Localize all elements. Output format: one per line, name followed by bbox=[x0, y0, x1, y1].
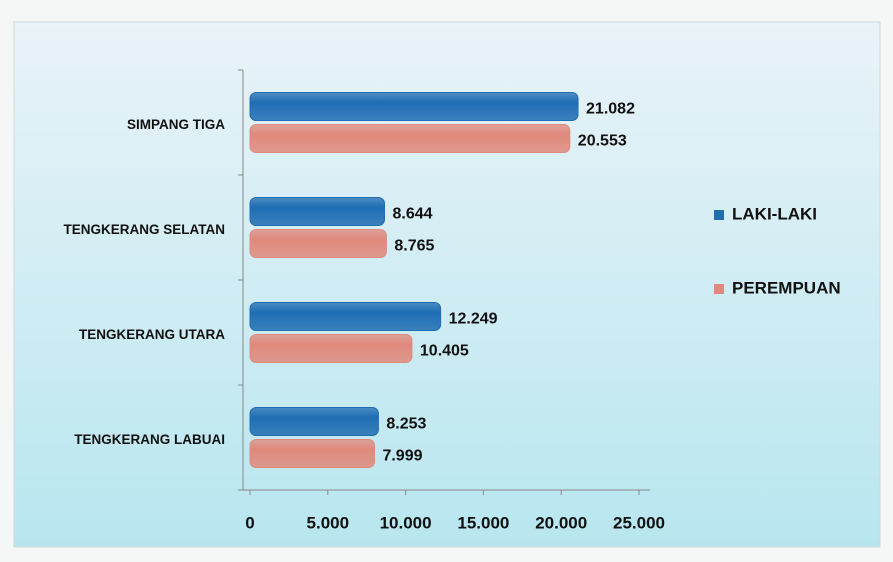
legend-label: PEREMPUAN bbox=[732, 278, 841, 297]
x-tick-label: 25.000 bbox=[613, 513, 665, 532]
y-tick-label: TENGKERANG UTARA bbox=[79, 327, 225, 342]
value-label: 12.249 bbox=[449, 311, 498, 328]
value-label: 8.253 bbox=[386, 416, 426, 433]
value-label: 20.553 bbox=[578, 133, 627, 150]
x-tick-label: 0 bbox=[245, 513, 254, 532]
bar bbox=[250, 125, 570, 153]
bar bbox=[250, 335, 412, 363]
x-tick-label: 20.000 bbox=[535, 513, 587, 532]
value-label: 10.405 bbox=[420, 343, 469, 360]
value-label: 21.082 bbox=[586, 101, 635, 118]
x-tick-label: 5.000 bbox=[307, 513, 350, 532]
value-label: 7.999 bbox=[382, 448, 422, 465]
chart: 0 5.000 10.000 15.000 20.000 25.000 SIMPANG TI… bbox=[0, 0, 893, 562]
y-tick-label: SIMPANG TIGA bbox=[127, 117, 225, 132]
bar bbox=[250, 408, 378, 436]
value-label: 8.644 bbox=[393, 206, 433, 223]
x-tick-label: 10.000 bbox=[380, 513, 432, 532]
bar bbox=[250, 230, 386, 258]
bar bbox=[250, 93, 578, 121]
bar bbox=[250, 303, 441, 331]
bar bbox=[250, 440, 374, 468]
legend-swatch bbox=[714, 284, 724, 294]
legend-swatch bbox=[714, 210, 724, 220]
y-tick-label: TENGKERANG LABUAI bbox=[74, 432, 225, 447]
bar bbox=[250, 198, 385, 226]
y-tick-label: TENGKERANG SELATAN bbox=[64, 222, 226, 237]
value-label: 8.765 bbox=[394, 238, 434, 255]
x-tick-label: 15.000 bbox=[457, 513, 509, 532]
legend-label: LAKI-LAKI bbox=[732, 204, 817, 223]
